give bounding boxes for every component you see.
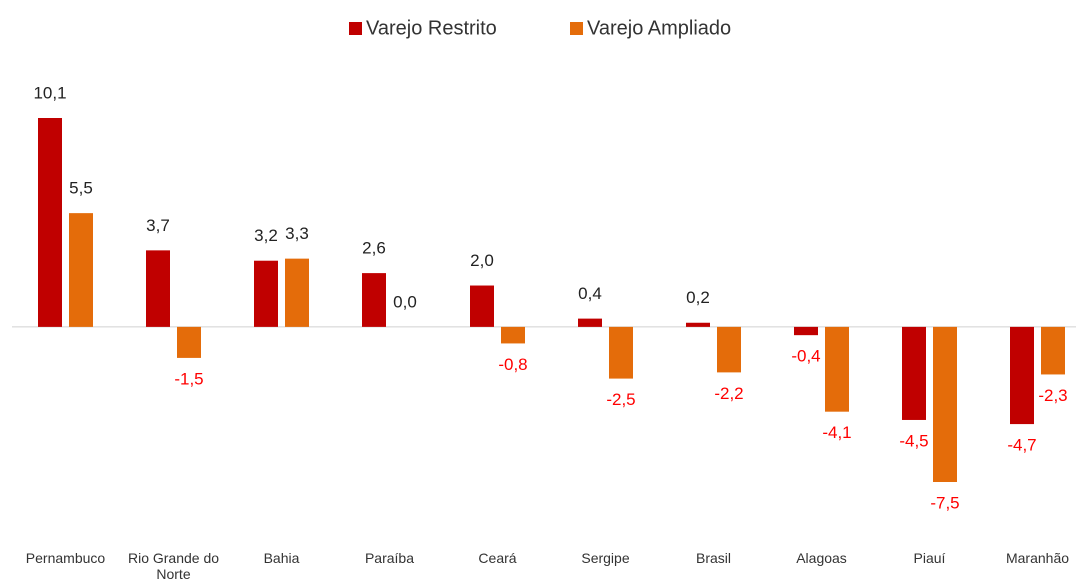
value-label: -2,5	[606, 390, 635, 409]
bar	[933, 326, 957, 482]
bar	[501, 326, 525, 344]
x-tick-label: Bahia	[263, 550, 300, 566]
bar	[362, 273, 386, 327]
value-label: -2,2	[714, 384, 743, 403]
value-label: -0,4	[791, 347, 820, 366]
value-label: 2,6	[362, 239, 386, 258]
value-label: 0,0	[393, 292, 417, 311]
legend-swatch	[570, 22, 583, 35]
bar	[254, 260, 278, 327]
value-label: 0,2	[686, 288, 710, 307]
value-label: 0,4	[578, 284, 602, 303]
bar	[38, 118, 62, 327]
legend-swatch	[349, 22, 362, 35]
value-label: 3,3	[285, 224, 309, 243]
bar	[1041, 326, 1065, 375]
value-label: -1,5	[174, 369, 203, 388]
value-label: -0,8	[498, 355, 527, 374]
x-tick-label: Maranhão	[1005, 550, 1070, 566]
value-label: 3,2	[254, 226, 278, 245]
value-label: 5,5	[69, 179, 93, 198]
x-tick-label: Piauí	[913, 550, 946, 566]
x-tick-label: Ceará	[478, 550, 517, 566]
bar	[578, 318, 602, 327]
value-label: 2,0	[470, 251, 494, 270]
bar	[470, 285, 494, 327]
bar	[609, 326, 633, 379]
x-tick-label: Sergipe	[581, 550, 630, 566]
value-label: -4,1	[822, 423, 851, 442]
x-tick-label: Paraíba	[364, 550, 415, 566]
bar	[177, 326, 201, 358]
bar	[285, 258, 309, 327]
bar	[686, 322, 710, 327]
bar	[1010, 326, 1034, 425]
x-tick-label: Alagoas	[796, 550, 847, 566]
x-tick-label: Brasil	[695, 550, 731, 566]
legend-label: Varejo Ampliado	[587, 17, 731, 39]
x-tick-label: Pernambuco	[25, 550, 106, 566]
value-label: -2,3	[1038, 386, 1067, 405]
bar	[69, 213, 93, 327]
bar	[717, 326, 741, 373]
legend-label: Varejo Restrito	[366, 17, 497, 39]
bar	[146, 250, 170, 327]
value-label: -4,5	[899, 431, 928, 450]
value-label: 10,1	[33, 83, 66, 102]
value-label: -7,5	[930, 493, 959, 512]
value-label: -4,7	[1007, 436, 1036, 455]
bar	[902, 326, 926, 420]
bar	[794, 326, 818, 336]
x-tick-label: Rio Grande do Norte	[127, 550, 220, 582]
bar	[825, 326, 849, 412]
value-label: 3,7	[146, 216, 170, 235]
